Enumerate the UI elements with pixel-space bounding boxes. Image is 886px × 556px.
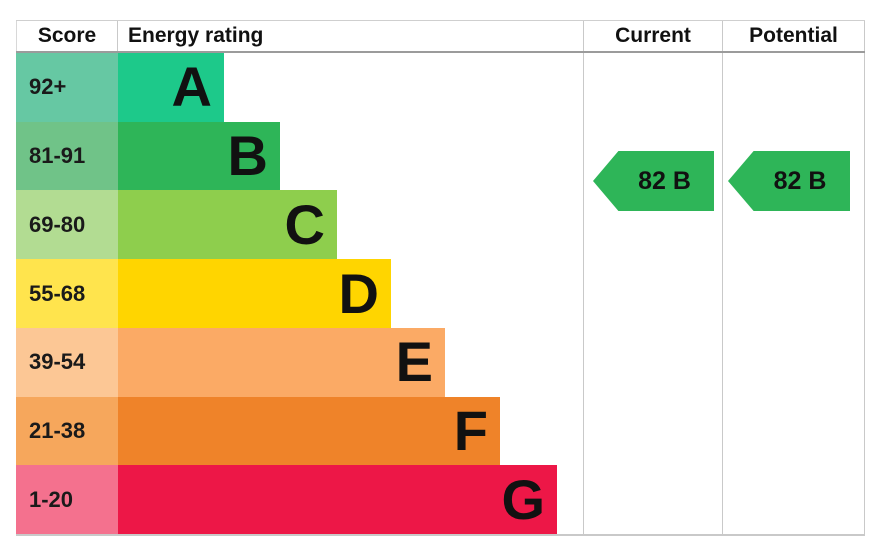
epc-rating-chart: Score Energy rating Current Potential 92… (16, 20, 865, 536)
score-range-b: 81-91 (16, 121, 118, 191)
band-row-a: 92+ A (16, 53, 583, 122)
score-column-header: Score (16, 21, 118, 51)
score-range-e: 39-54 (16, 327, 118, 397)
score-range-f: 21-38 (16, 396, 118, 466)
chart-body: 92+ A 81-91 B 69-80 C 55-68 D 39-54 E 21-38 F 1-20 G … (16, 53, 865, 536)
current-column-left-border (583, 53, 584, 534)
band-bar-a: A (118, 53, 224, 122)
score-range-a: 92+ (16, 53, 118, 122)
potential-column-header: Potential (722, 21, 865, 51)
band-row-c: 69-80 C (16, 190, 583, 260)
band-bar-c: C (118, 190, 337, 260)
score-range-g: 1-20 (16, 465, 118, 535)
band-bar-b: B (118, 121, 280, 191)
potential-column-right-border (864, 53, 865, 534)
potential-rating-arrow: 82 B (728, 151, 850, 211)
potential-rating-label: 82 B (773, 166, 827, 195)
chart-header-row: Score Energy rating Current Potential (16, 20, 865, 53)
band-row-f: 21-38 F (16, 396, 583, 466)
current-column-right-border (722, 53, 723, 534)
current-column-header: Current (583, 21, 722, 51)
band-bar-f: F (118, 396, 500, 466)
band-row-d: 55-68 D (16, 259, 583, 328)
band-bar-e: E (118, 327, 445, 397)
current-rating-arrow: 82 B (593, 151, 714, 211)
band-bar-d: D (118, 259, 391, 328)
current-rating-label: 82 B (638, 166, 691, 195)
energy-rating-column-header: Energy rating (128, 24, 264, 47)
band-row-b: 81-91 B (16, 121, 583, 191)
band-row-g: 1-20 G (16, 465, 583, 535)
score-range-d: 55-68 (16, 259, 118, 328)
band-row-e: 39-54 E (16, 327, 583, 397)
score-range-c: 69-80 (16, 190, 118, 260)
band-bar-g: G (118, 465, 557, 535)
energy-rating-bands: 92+ A 81-91 B 69-80 C 55-68 D 39-54 E 21-38 F 1-20 G (16, 53, 583, 535)
